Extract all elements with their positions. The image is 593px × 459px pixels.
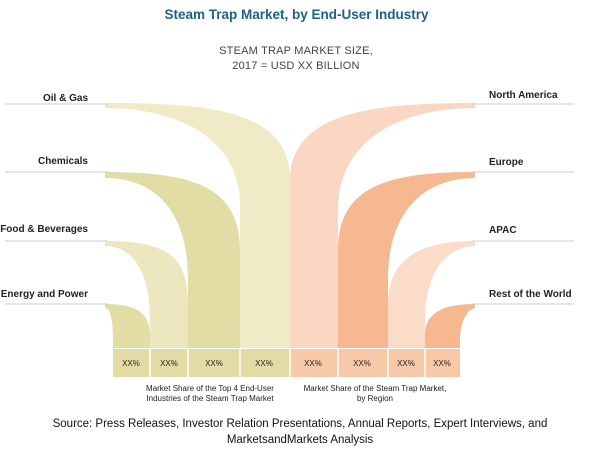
caption-region-line-1: Market Share of the Steam Trap Market, <box>303 384 447 393</box>
value-bar-right <box>290 349 460 377</box>
shape-europe <box>338 172 475 348</box>
source-line-1: Source: Press Releases, Investor Relatio… <box>52 418 548 430</box>
label-europe: Europe <box>489 157 524 168</box>
shape-food-beverages <box>105 241 188 348</box>
shape-apac <box>388 241 475 348</box>
subtitle-line-1: STEAM TRAP MARKET SIZE, <box>219 45 373 57</box>
source-line-2: MarketsandMarkets Analysis <box>226 434 374 446</box>
shape-north-america <box>290 103 475 348</box>
caption-end-user: Market Share of the Top 4 End-User Indus… <box>130 384 290 404</box>
value-bar-left <box>113 349 290 377</box>
shape-energy-power <box>105 304 150 348</box>
caption-end-user-line-2: Industries of the Steam Trap Market <box>146 394 274 403</box>
source-note: Source: Press Releases, Investor Relatio… <box>20 416 580 448</box>
subtitle-line-2: 2017 = USD XX BILLION <box>232 60 360 72</box>
shape-chemicals <box>105 172 240 348</box>
shape-rest-of-world <box>425 304 475 348</box>
value-label: XX% <box>353 359 371 368</box>
shape-oil-gas <box>105 103 290 348</box>
label-energy-power: Energy and Power <box>0 289 88 300</box>
caption-region: Market Share of the Steam Trap Market, b… <box>295 384 455 404</box>
value-label: XX% <box>255 359 273 368</box>
caption-region-line-2: by Region <box>356 394 394 403</box>
value-label: XX% <box>122 359 140 368</box>
value-label: XX% <box>205 359 223 368</box>
value-label: XX% <box>397 359 415 368</box>
label-chemicals: Chemicals <box>37 156 88 167</box>
market-size-subtitle: STEAM TRAP MARKET SIZE, 2017 = USD XX BI… <box>186 44 406 74</box>
chart-title: Steam Trap Market, by End-User Industry <box>164 7 429 22</box>
value-label: XX% <box>304 359 322 368</box>
value-label: XX% <box>433 359 451 368</box>
caption-end-user-line-1: Market Share of the Top 4 End-User <box>146 384 274 393</box>
label-food-beverages: Food & Beverages <box>0 224 88 235</box>
label-oil-gas: Oil & Gas <box>42 93 88 104</box>
label-north-america: North America <box>489 90 558 101</box>
label-apac: APAC <box>489 225 517 236</box>
label-rest-of-world: Rest of the World <box>489 289 572 300</box>
value-label: XX% <box>160 359 178 368</box>
